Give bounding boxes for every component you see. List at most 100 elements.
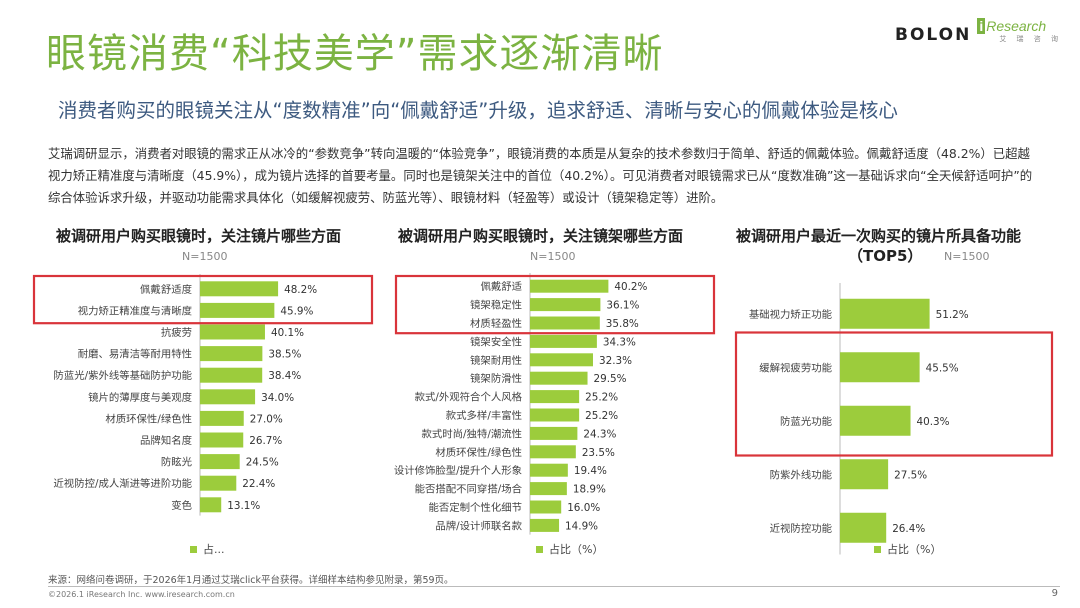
- bar: [530, 390, 580, 404]
- page-number: 9: [1051, 588, 1058, 599]
- bar: [200, 302, 275, 318]
- chart-lens-functions: 基础视力矫正功能 51.2% 缓解视疲劳功能 45.5% 防蓝光功能 40.3% 防紫外线功…: [720, 222, 1070, 562]
- bar: [530, 298, 601, 312]
- highlight-box: [394, 274, 716, 335]
- category-label: 款式/外观符合个人风格: [415, 391, 523, 404]
- category-label: 视力矫正精准度与清晰度: [78, 304, 192, 317]
- bar: [840, 352, 920, 383]
- bar: [530, 334, 597, 348]
- copyright: ©2026.1 iResearch Inc. www.iresearch.com…: [48, 590, 235, 599]
- bar: [530, 463, 568, 477]
- value-label: 26.7%: [249, 435, 282, 447]
- bar: [840, 512, 887, 543]
- value-label: 19.4%: [574, 465, 607, 477]
- value-label: 24.3%: [583, 428, 616, 440]
- category-label: 近视防控功能: [770, 522, 832, 535]
- value-label: 27.0%: [250, 413, 283, 425]
- brand-logos: BOLON i Research 艾 瑞 咨 询: [895, 18, 1062, 48]
- category-label: 款式时尚/独特/潮流性: [421, 427, 522, 440]
- chart-sample-size: N=1500: [944, 250, 990, 263]
- category-label: 材质环保性/绿色性: [435, 446, 522, 459]
- category-label: 镜架稳定性: [470, 299, 522, 312]
- value-label: 35.8%: [606, 318, 639, 330]
- bar: [530, 445, 576, 459]
- category-label: 镜架防滑性: [470, 372, 522, 385]
- legend-label: 占...: [203, 543, 225, 556]
- category-label: 防蓝光/紫外线等基础防护功能: [53, 369, 192, 382]
- value-label: 18.9%: [573, 484, 606, 496]
- bar: [530, 518, 560, 532]
- legend-label: 占比（%）: [887, 543, 942, 556]
- category-label: 基础视力矫正功能: [749, 308, 832, 321]
- value-label: 45.9%: [280, 305, 313, 317]
- chart-title: 被调研用户购买眼镜时，关注镜片哪些方面: [56, 227, 342, 245]
- category-label: 防紫外线功能: [770, 468, 832, 481]
- chart-sample-size: N=1500: [530, 250, 576, 263]
- category-label: 防蓝光功能: [780, 415, 832, 428]
- category-label: 品牌/设计师联名款: [435, 519, 522, 532]
- category-label: 材质环保性/绿色性: [105, 412, 192, 425]
- value-label: 45.5%: [926, 362, 959, 374]
- intro-paragraph: 艾瑞调研显示，消费者对眼镜的需求正从冰冷的“参数竞争”转向温暖的“体验竞争”，眼…: [48, 146, 1033, 205]
- value-label: 38.4%: [268, 370, 301, 382]
- category-label: 佩戴舒适度: [140, 283, 192, 296]
- bar: [530, 371, 588, 385]
- value-label: 14.9%: [565, 520, 598, 532]
- bar: [200, 281, 279, 297]
- highlight-box: [734, 331, 1054, 457]
- bar: [200, 346, 263, 362]
- category-label: 能否定制个性化细节: [428, 501, 522, 514]
- page-title: 眼镜消费“科技美学”需求逐渐清晰: [46, 31, 664, 77]
- value-label: 26.4%: [892, 523, 925, 535]
- iresearch-subtext: 艾 瑞 咨 询: [999, 35, 1062, 43]
- bar: [200, 389, 256, 405]
- value-label: 13.1%: [227, 500, 260, 512]
- legend-swatch: [874, 545, 881, 553]
- value-label: 27.5%: [894, 469, 927, 481]
- bar: [200, 475, 237, 491]
- value-label: 34.3%: [603, 336, 636, 348]
- bar: [200, 497, 222, 513]
- chart-lens-concerns: 佩戴舒适度 48.2% 视力矫正精准度与清晰度 45.9% 抗疲劳 40.1% 耐磨、易清洁…: [0, 222, 380, 562]
- value-label: 40.1%: [271, 327, 304, 339]
- chart-title-line2: （TOP5）: [848, 247, 923, 265]
- category-label: 耐磨、易清洁等耐用特性: [78, 348, 192, 361]
- bar: [200, 367, 263, 383]
- value-label: 16.0%: [567, 502, 600, 514]
- value-label: 32.3%: [599, 355, 632, 367]
- value-label: 29.5%: [594, 373, 627, 385]
- bar: [530, 316, 600, 330]
- chart-plot: 基础视力矫正功能 51.2% 缓解视疲劳功能 45.5% 防蓝光功能 40.3% 防紫外线功…: [734, 283, 1054, 555]
- bolon-logo: BOLON: [894, 25, 972, 45]
- value-label: 22.4%: [242, 478, 275, 490]
- bar: [200, 454, 240, 470]
- bar: [840, 459, 889, 490]
- bar: [530, 500, 562, 514]
- category-label: 品牌知名度: [140, 434, 192, 447]
- chart-plot: 佩戴舒适度 48.2% 视力矫正精准度与清晰度 45.9% 抗疲劳 40.1% 耐磨、易清洁…: [32, 274, 374, 516]
- highlight-box: [32, 274, 374, 325]
- legend-swatch: [536, 545, 543, 553]
- category-label: 材质轻盈性: [470, 317, 522, 330]
- chart-title: 被调研用户购买眼镜时，关注镜架哪些方面: [398, 227, 684, 245]
- iresearch-logo: i Research 艾 瑞 咨 询: [977, 18, 1062, 44]
- category-label: 变色: [171, 499, 192, 512]
- page-subtitle: 消费者购买的眼镜关注从“度数精准”向“佩戴舒适”升级，追求舒适、清晰与安心的佩戴…: [58, 99, 898, 122]
- bar: [840, 298, 930, 329]
- bar: [530, 426, 578, 440]
- bar: [530, 279, 609, 293]
- value-label: 38.5%: [268, 349, 301, 361]
- value-label: 23.5%: [582, 447, 615, 459]
- value-label: 36.1%: [606, 300, 639, 312]
- value-label: 24.5%: [246, 457, 279, 469]
- bar: [530, 408, 580, 422]
- value-label: 34.0%: [261, 392, 294, 404]
- value-label: 40.2%: [614, 281, 647, 293]
- category-label: 近视防控/成人渐进等进阶功能: [53, 477, 192, 490]
- chart-legend: 占...: [190, 541, 225, 557]
- bar: [200, 432, 244, 448]
- bar: [840, 405, 911, 436]
- category-label: 抗疲劳: [161, 326, 192, 339]
- chart-plot: 佩戴舒适 40.2% 镜架稳定性 36.1% 材质轻盈性 35.8% 镜架安全性 34.3% 镜…: [394, 273, 716, 535]
- value-label: 40.3%: [917, 416, 950, 428]
